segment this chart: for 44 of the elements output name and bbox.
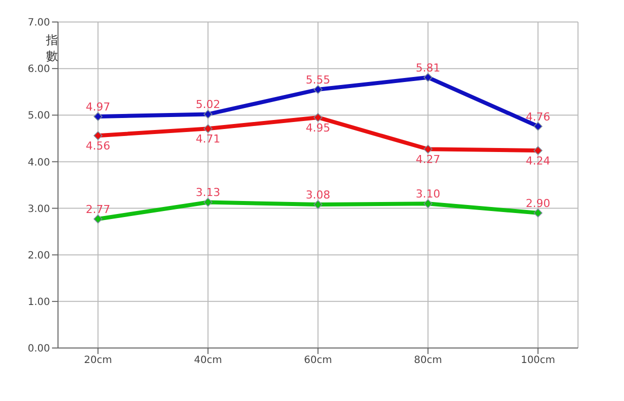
x-tick-label: 20cm (84, 355, 112, 366)
data-label: 5.02 (196, 98, 220, 112)
y-tick-label: 4.00 (28, 157, 50, 168)
x-tick-label: 100cm (520, 355, 556, 366)
data-label: 4.27 (416, 152, 440, 166)
point (534, 208, 542, 218)
data-label: 2.90 (526, 196, 550, 210)
y-axis-title: 指數 (45, 33, 58, 63)
data-label: 3.10 (416, 188, 440, 201)
y-tick-label: 7.00 (28, 18, 50, 29)
data-label: 4.56 (86, 139, 110, 152)
data-label: 3.13 (196, 186, 220, 200)
data-label: 2.77 (86, 202, 110, 216)
y-tick-label: 2.00 (28, 250, 50, 262)
y-tick-label: 0.00 (28, 344, 50, 355)
point (204, 198, 212, 207)
y-tick-label: 5.00 (28, 110, 50, 122)
x-tick-label: 40cm (194, 355, 222, 366)
data-label: 5.81 (416, 61, 440, 74)
x-tick-label: 80cm (414, 355, 442, 366)
point (204, 124, 212, 134)
point (94, 214, 102, 224)
data-label: 3.08 (306, 188, 330, 202)
data-label: 4.24 (526, 154, 550, 168)
point (424, 199, 432, 208)
y-tick-label: 3.00 (28, 204, 50, 215)
point (94, 112, 102, 121)
point (204, 110, 212, 119)
y-tick-label: 1.00 (28, 296, 50, 308)
point (424, 73, 432, 82)
point (314, 113, 322, 122)
point (314, 200, 322, 209)
point (424, 144, 432, 154)
x-tick-label: 60cm (304, 355, 332, 366)
data-label: 4.97 (86, 100, 110, 114)
point (534, 146, 542, 155)
data-label: 5.55 (306, 74, 330, 87)
data-label: 4.76 (526, 110, 550, 124)
point (314, 85, 322, 94)
data-label: 4.95 (306, 121, 330, 134)
point (534, 122, 542, 131)
data-label: 4.71 (196, 132, 220, 146)
point (94, 131, 102, 140)
y-tick-label: 6.00 (28, 64, 50, 76)
